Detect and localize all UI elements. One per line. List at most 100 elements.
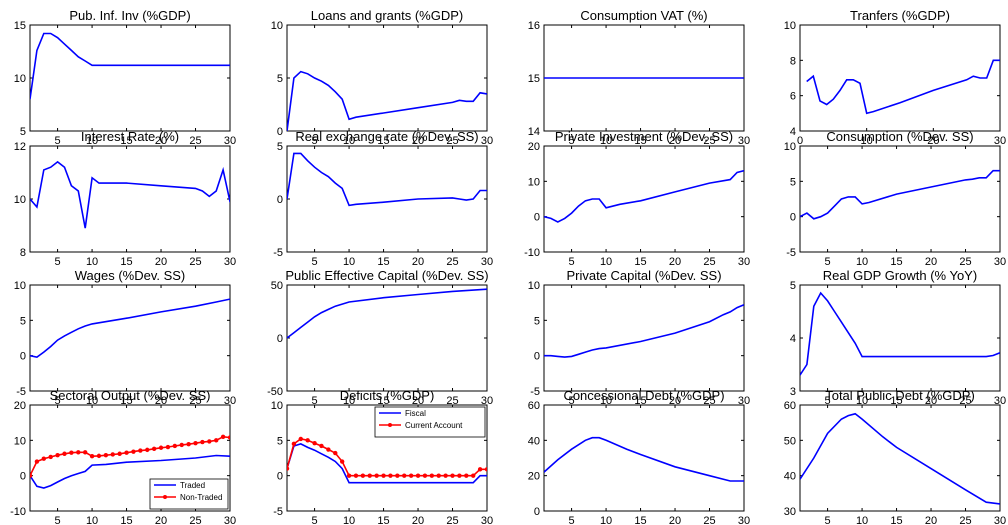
chart-panel-9: Public Effective Capital (%Dev. SS) 5 10 15… xyxy=(267,268,493,407)
axes-box xyxy=(543,145,745,253)
series-point xyxy=(89,454,95,459)
series-point xyxy=(471,473,476,478)
series-point xyxy=(82,450,88,455)
series-point xyxy=(464,473,469,478)
panel-title: Private Capital (%Dev. SS) xyxy=(566,268,721,283)
x-tick-label: 5 xyxy=(569,256,575,268)
x-tick-label: 30 xyxy=(481,256,493,268)
chart-panel-2: Consumption VAT (%) 5 10 15 20 25 30 14 15 16 xyxy=(528,8,750,147)
x-tick-label: 20 xyxy=(155,135,167,147)
series-point xyxy=(172,443,178,449)
x-tick-label: 5 xyxy=(825,256,831,268)
legend-label: Current Account xyxy=(405,421,463,430)
y-tick-label: 10 xyxy=(528,176,540,188)
y-tick-label: 15 xyxy=(14,20,26,32)
y-tick-label: 5 xyxy=(20,315,26,327)
y-tick-label: 16 xyxy=(528,20,540,32)
series-point xyxy=(124,450,129,455)
x-tick-label: 20 xyxy=(412,515,424,525)
series-point xyxy=(186,442,191,447)
x-tick-label: 30 xyxy=(738,256,750,268)
x-tick-label: 15 xyxy=(890,256,902,268)
x-tick-label: 15 xyxy=(120,515,132,525)
x-tick-label: 15 xyxy=(634,135,646,147)
y-tick-label: 0 xyxy=(534,351,540,363)
x-tick-label: 25 xyxy=(446,135,458,147)
series-point xyxy=(319,443,324,449)
series-line-0 xyxy=(544,304,744,358)
x-tick-label: 10 xyxy=(861,135,873,147)
y-tick-label: 50 xyxy=(784,435,796,447)
x-tick-label: 25 xyxy=(189,395,201,407)
series-point xyxy=(55,452,60,458)
x-tick-label: 25 xyxy=(189,135,201,147)
series-line-0 xyxy=(800,412,1000,505)
series-point xyxy=(69,450,74,455)
chart-panel-3: Tranfers (%GDP) 0 10 20 30 4 6 8 10 xyxy=(784,8,1006,147)
x-tick-label: 25 xyxy=(703,395,715,407)
y-tick-label: 5 xyxy=(20,126,26,138)
series-point xyxy=(287,466,290,471)
x-tick-label: 30 xyxy=(994,256,1006,268)
x-tick-label: 5 xyxy=(55,515,61,525)
x-tick-label: 5 xyxy=(312,395,318,407)
axes-box xyxy=(286,24,488,132)
y-tick-label: 10 xyxy=(528,280,540,292)
series-line-0 xyxy=(544,169,744,223)
x-tick-label: 20 xyxy=(669,256,681,268)
series-point xyxy=(165,444,171,450)
series-point xyxy=(207,439,212,444)
panel-title: Consumption (%Dev. SS) xyxy=(826,129,973,144)
series-point xyxy=(298,436,303,442)
y-tick-label: 4 xyxy=(790,126,796,138)
x-tick-label: 15 xyxy=(634,256,646,268)
axes-box xyxy=(799,404,1001,512)
axes-box xyxy=(543,404,745,512)
x-tick-label: 10 xyxy=(343,395,355,407)
x-tick-label: 10 xyxy=(600,256,612,268)
series-point xyxy=(367,473,372,478)
axes-box xyxy=(799,24,1001,132)
series-point xyxy=(193,440,198,446)
series-line-0 xyxy=(800,169,1000,220)
x-tick-label: 15 xyxy=(634,515,646,525)
x-tick-label: 10 xyxy=(856,515,868,525)
x-tick-label: 25 xyxy=(703,135,715,147)
chart-panel-10: Private Capital (%Dev. SS) 5 10 15 20 25 30 -5 0… xyxy=(528,268,750,407)
x-tick-label: 20 xyxy=(925,515,937,525)
x-tick-label: 25 xyxy=(189,515,201,525)
x-tick-label: 30 xyxy=(224,256,236,268)
x-tick-label: 15 xyxy=(120,256,132,268)
y-tick-label: 5 xyxy=(534,315,540,327)
y-tick-label: 60 xyxy=(784,400,796,412)
x-tick-label: 5 xyxy=(312,515,318,525)
x-tick-label: 30 xyxy=(738,135,750,147)
y-tick-label: 10 xyxy=(14,194,26,206)
y-tick-label: 10 xyxy=(14,280,26,292)
x-tick-label: 25 xyxy=(703,515,715,525)
series-point xyxy=(339,459,345,464)
y-tick-label: 20 xyxy=(528,141,540,153)
series-point xyxy=(96,453,102,459)
series-line-0 xyxy=(30,32,230,100)
y-tick-label: 0 xyxy=(277,333,283,345)
panel-title: Loans and grants (%GDP) xyxy=(311,8,463,23)
x-tick-label: 25 xyxy=(959,256,971,268)
panel-title: Deficits (%GDP) xyxy=(340,388,435,403)
series-point xyxy=(443,473,448,478)
x-tick-label: 5 xyxy=(55,135,61,147)
x-tick-label: 5 xyxy=(569,395,575,407)
x-tick-label: 25 xyxy=(446,395,458,407)
y-tick-label: 10 xyxy=(271,20,283,32)
panel-title: Interest Rate (%) xyxy=(81,129,179,144)
series-line-0 xyxy=(544,436,744,482)
x-tick-label: 10 xyxy=(86,395,98,407)
series-point xyxy=(402,473,407,478)
chart-panel-8: Wages (%Dev. SS) 5 10 15 20 25 30 -5 0 5 10 xyxy=(14,268,236,407)
series-line-0 xyxy=(806,59,1000,115)
series-point xyxy=(131,449,136,454)
x-tick-label: 15 xyxy=(377,135,389,147)
x-tick-label: 25 xyxy=(703,256,715,268)
x-tick-label: 10 xyxy=(600,515,612,525)
